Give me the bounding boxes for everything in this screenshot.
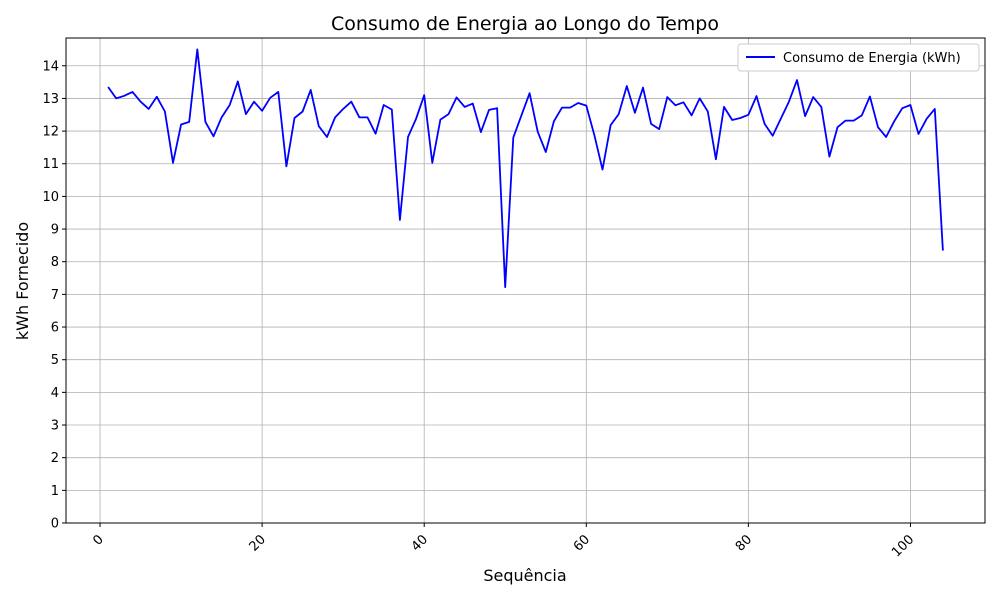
plot-frame (65, 37, 986, 524)
y-tick-label: 6 (51, 321, 59, 336)
y-axis-title: kWh Fornecido (13, 222, 32, 340)
y-tick-label: 4 (51, 386, 59, 401)
y-tick-label: 14 (42, 59, 59, 74)
chart-title: Consumo de Energia ao Longo do Tempo (331, 13, 719, 35)
y-tick-label: 13 (42, 92, 59, 107)
y-tick-label: 10 (42, 190, 59, 205)
legend-box (737, 43, 980, 72)
y-tick-label: 1 (51, 484, 59, 499)
series-line-0 (107, 48, 944, 289)
y-tick-label: 3 (51, 419, 59, 434)
y-tick-label: 9 (51, 223, 59, 238)
y-tick-label: 11 (42, 157, 59, 172)
grid (66, 38, 985, 524)
legend-label: Consumo de Energia (kWh) (783, 51, 961, 66)
legend: Consumo de Energia (kWh) (737, 43, 980, 72)
x-axis-title: Sequência (483, 566, 566, 585)
y-tick-label: 0 (51, 517, 59, 532)
y-tick-label: 5 (51, 353, 59, 368)
plot-area (107, 48, 944, 289)
y-tick-label: 7 (51, 288, 59, 303)
y-tick-label: 12 (42, 125, 59, 140)
y-tick-label: 2 (51, 451, 59, 466)
y-tick-label: 8 (51, 255, 59, 270)
